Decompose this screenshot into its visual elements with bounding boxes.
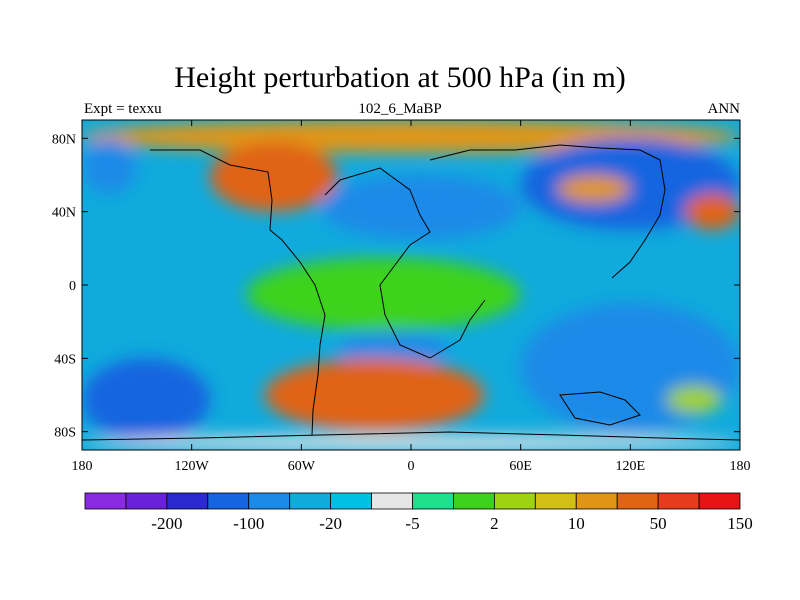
colorbar-swatch-3 <box>207 492 250 510</box>
colorbar-swatch-4 <box>248 492 291 510</box>
coastline-americas <box>150 149 326 436</box>
x-tick-label-6: 180 <box>730 459 751 474</box>
coastline-antarctica <box>81 431 741 441</box>
colorbar-label-5: 10 <box>568 514 585 533</box>
colorbar-swatch-14 <box>657 492 700 510</box>
colorbar-label-2: -20 <box>319 514 342 533</box>
colorbar-swatch-11 <box>534 492 577 510</box>
colorbar-swatch-8 <box>412 492 454 510</box>
colorbar-swatch-6 <box>330 492 372 510</box>
y-tick-label-4: 80S <box>54 426 76 441</box>
y-tick-label-0: 80N <box>52 132 76 147</box>
coastline-asia <box>429 144 666 279</box>
field-region-east-pacific-orange <box>685 193 740 231</box>
colorbar: -200 -100 -20 -5 2 10 50 150 <box>84 492 753 533</box>
colorbar-label-7: 150 <box>727 514 753 533</box>
colorbar-swatch-10 <box>493 492 536 510</box>
coastline-europe-africa <box>324 167 486 359</box>
y-tick-label-1: 40N <box>52 206 76 221</box>
colorbar-swatch-13 <box>616 492 659 510</box>
field-region-southern-ocean-orange <box>264 358 485 432</box>
field-region-north-atlantic-blue <box>319 175 521 240</box>
field-region-north-america-orange <box>209 142 338 212</box>
colorbar-label-3: -5 <box>405 514 419 533</box>
colorbar-swatch-1 <box>125 492 168 510</box>
x-axis: 180 120W 60W 0 60E 120E 180 <box>72 120 751 474</box>
x-tick-label-5: 120E <box>616 459 646 474</box>
colorbar-swatch-12 <box>575 492 618 510</box>
colorbar-label-4: 2 <box>490 514 499 533</box>
field-region-nw-atlantic-blue <box>82 138 137 194</box>
field-region-south-atlantic-blue <box>337 330 448 368</box>
field-region-antarctic-band-white <box>82 435 740 450</box>
field-region-central-asia-yellow <box>557 175 631 203</box>
field-region-indian-ocean-blue <box>520 303 740 432</box>
colorbar-swatch-7 <box>371 492 413 510</box>
field-region-tropics-green <box>246 257 521 331</box>
field-region-australia-green <box>666 385 722 414</box>
field-region-siberia-blue <box>520 138 740 230</box>
coastline-australia <box>559 391 641 426</box>
colorbar-swatch-0 <box>84 492 127 510</box>
x-tick-label-2: 60W <box>288 459 316 474</box>
chart-title: Height perturbation at 500 hPa (in m) <box>174 61 626 94</box>
center-subtitle: 102_6_MaBP <box>358 101 442 117</box>
x-tick-label-1: 120W <box>175 459 210 474</box>
colorbar-swatch-9 <box>453 492 495 510</box>
right-subtitle: ANN <box>707 101 741 117</box>
colorbar-swatch-5 <box>289 492 332 510</box>
x-tick-label-0: 180 <box>72 459 93 474</box>
y-axis: 80N 40N 0 40S 80S <box>52 132 740 441</box>
colorbar-swatch-2 <box>166 492 209 510</box>
colorbar-label-1: -100 <box>233 514 264 533</box>
contour-field <box>82 120 740 450</box>
coastlines <box>81 144 741 441</box>
x-tick-label-4: 60E <box>509 459 532 474</box>
left-subtitle: Expt = texxu <box>84 101 162 117</box>
y-tick-label-2: 0 <box>69 279 76 294</box>
colorbar-label-6: 50 <box>650 514 667 533</box>
x-tick-label-3: 0 <box>408 459 415 474</box>
colorbar-label-0: -200 <box>151 514 182 533</box>
field-region-south-pacific-blue <box>82 358 210 441</box>
colorbar-swatch-15 <box>698 492 741 510</box>
y-tick-label-3: 40S <box>54 352 76 367</box>
